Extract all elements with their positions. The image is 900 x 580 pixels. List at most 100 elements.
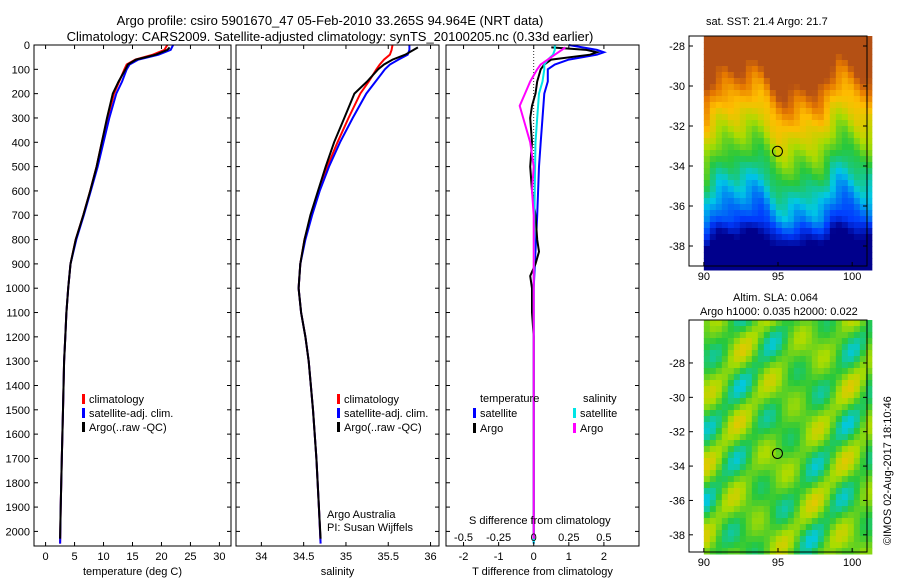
depth-tick-label: 800 — [12, 235, 30, 247]
depth-tick-label: 1000 — [6, 283, 30, 295]
lat-tick-label: -34 — [669, 161, 685, 173]
legend-header: salinity — [583, 393, 617, 405]
depth-tick-label: 1400 — [6, 380, 30, 392]
legend-header: temperature — [480, 393, 539, 405]
legend-swatch — [337, 394, 340, 404]
legend-label: satellite-adj. clim. — [89, 408, 173, 420]
series-line-salinity-2 — [297, 46, 419, 539]
x-tick-label: 34.5 — [293, 551, 314, 563]
sla-map-title-line2: Argo h1000: 0.035 h2000: 0.022 — [700, 306, 858, 318]
lon-tick-label: 90 — [698, 271, 710, 283]
lat-tick-label: -38 — [669, 241, 685, 253]
map-panel-sla: -28 -30 -32 -34 -36 -38 90 95 100 — [669, 319, 873, 569]
legend-label: climatology — [344, 394, 400, 406]
legend-label: satellite — [480, 408, 517, 420]
depth-tick-label: 700 — [12, 210, 30, 222]
series-line-difference-2 — [532, 45, 556, 544]
lat-tick-label: -38 — [669, 530, 685, 542]
top-x-tick-label: 0.5 — [596, 532, 611, 544]
series-line-difference-1 — [529, 46, 601, 539]
depth-tick-label: 300 — [12, 113, 30, 125]
depth-tick-label: 1700 — [6, 453, 30, 465]
x-tick-label: 0 — [531, 551, 537, 563]
legend-label: Argo(..raw -QC) — [89, 422, 167, 434]
x-tick-label: 35.5 — [378, 551, 399, 563]
legend-swatch — [82, 394, 85, 404]
x-tick-label: 15 — [126, 551, 138, 563]
top-x-tick-label: -0.5 — [454, 532, 473, 544]
profile-panel-temperature: 0100200300400500600700800900100011001200… — [6, 40, 232, 578]
profile-panel-difference: -2 -1 0 1 2 T difference from climatology -0.5… — [445, 44, 640, 578]
legend-label: Argo — [480, 423, 503, 435]
top-x-tick-label: -0.25 — [486, 532, 511, 544]
x-tick-label: 1 — [566, 551, 572, 563]
lat-tick-label: -34 — [669, 461, 685, 473]
depth-tick-label: 100 — [12, 64, 30, 76]
x-tick-label: 30 — [213, 551, 225, 563]
x-axis-label-temperature: temperature (deg C) — [83, 566, 182, 578]
depth-tick-label: 400 — [12, 137, 30, 149]
argo-location-marker — [771, 145, 783, 157]
lat-tick-label: -30 — [669, 81, 685, 93]
imos-credit: ©IMOS 02-Aug-2017 18:10:46 — [882, 396, 894, 545]
legend-label: Argo — [580, 423, 603, 435]
depth-tick-label: 1200 — [6, 332, 30, 344]
sla-map-title-line1: Altim. SLA: 0.064 — [733, 292, 818, 304]
top-x-tick-label: 0.25 — [558, 532, 579, 544]
lat-tick-label: -28 — [669, 358, 685, 370]
depth-tick-label: 0 — [24, 40, 30, 52]
lat-tick-label: -32 — [669, 427, 685, 439]
legend-label: climatology — [89, 394, 145, 406]
plot-frame-temperature — [33, 44, 232, 547]
depth-tick-label: 200 — [12, 89, 30, 101]
depth-tick-label: 500 — [12, 162, 30, 174]
x-tick-label: 35 — [340, 551, 352, 563]
profile-panel-salinity: 34 34.5 35 35.5 36 salinity climatology satelli… — [235, 44, 440, 578]
argo-location-marker — [771, 447, 783, 459]
x-axis-label-difference: T difference from climatology — [472, 566, 613, 578]
lon-tick-label: 95 — [772, 557, 784, 569]
depth-tick-label: 1600 — [6, 429, 30, 441]
chart-title-line2: Climatology: CARS2009. Satellite-adjuste… — [66, 29, 594, 44]
legend-label: satellite-adj. clim. — [344, 408, 428, 420]
x-tick-label: 20 — [155, 551, 167, 563]
x-tick-label: 36 — [424, 551, 436, 563]
x-tick-label: 10 — [97, 551, 109, 563]
lat-tick-label: -28 — [669, 41, 685, 53]
series-line-temperature-2 — [59, 46, 171, 539]
depth-tick-label: 1500 — [6, 405, 30, 417]
legend-swatch — [573, 423, 576, 433]
legend-swatch — [473, 423, 476, 433]
lat-tick-label: -36 — [669, 495, 685, 507]
plot-frame-difference — [445, 44, 640, 547]
x-tick-label: 25 — [184, 551, 196, 563]
series-line-salinity-1 — [297, 45, 411, 544]
x-tick-label: 0 — [43, 551, 49, 563]
lat-tick-label: -30 — [669, 392, 685, 404]
series-line-difference-3 — [518, 46, 566, 539]
lon-tick-label: 100 — [843, 271, 861, 283]
depth-tick-label: 1100 — [6, 308, 30, 320]
depth-tick-label: 2000 — [6, 526, 30, 538]
pi-label: PI: Susan Wijffels — [327, 522, 413, 534]
legend-label: Argo(..raw -QC) — [344, 422, 422, 434]
top-x-tick-label: 0 — [531, 532, 537, 544]
x-tick-label: 34 — [255, 551, 267, 563]
sst-map-title: sat. SST: 21.4 Argo: 21.7 — [706, 16, 828, 28]
map-panel-sst: -28 -30 -32 -34 -36 -38 90 95 100 — [669, 35, 873, 283]
series-line-difference-0 — [532, 44, 607, 544]
lat-tick-label: -32 — [669, 121, 685, 133]
x-tick-label: -1 — [494, 551, 504, 563]
legend-swatch — [473, 408, 476, 418]
legend-swatch — [82, 422, 85, 432]
series-line-temperature-1 — [59, 44, 174, 544]
plot-frame-salinity — [235, 44, 440, 547]
x-tick-label: -2 — [459, 551, 469, 563]
x-tick-label: 2 — [601, 551, 607, 563]
lon-tick-label: 100 — [843, 557, 861, 569]
depth-tick-label: 600 — [12, 186, 30, 198]
depth-tick-label: 1900 — [6, 502, 30, 514]
depth-tick-label: 1300 — [6, 356, 30, 368]
legend-swatch — [337, 408, 340, 418]
